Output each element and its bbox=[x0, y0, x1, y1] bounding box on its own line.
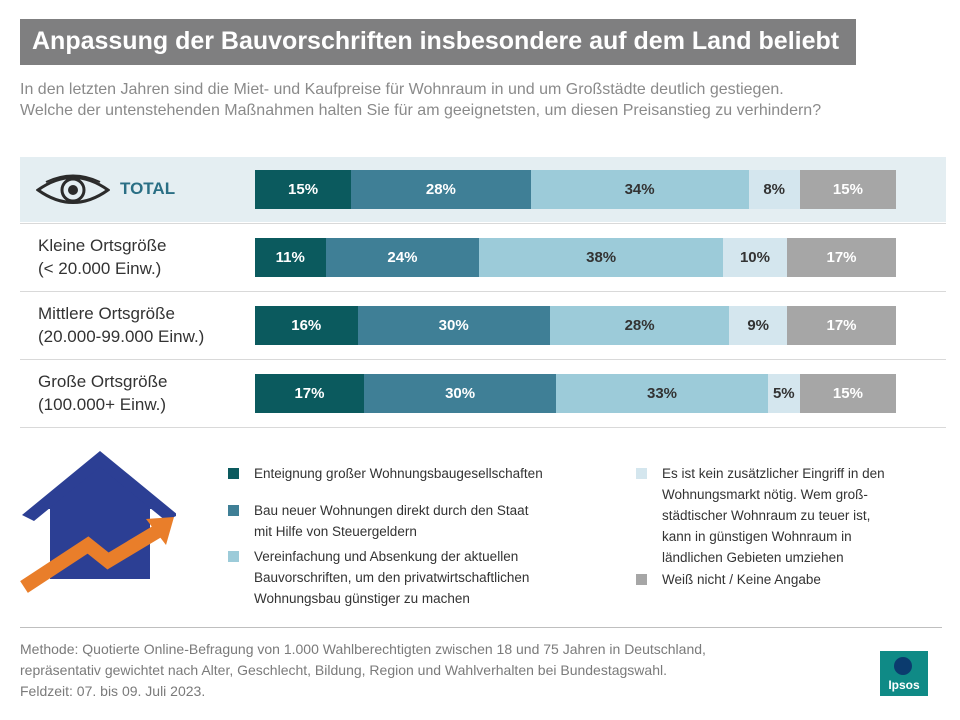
legend-swatch bbox=[636, 574, 647, 585]
legend-label-line: Bau neuer Wohnungen direkt durch den Sta… bbox=[254, 503, 529, 518]
stacked-bar-chart: TOTAL 15% 28% 34% 8% 15% Kleine Ortsgröße (< 20… bbox=[20, 157, 946, 430]
bar-segment: 28% bbox=[549, 306, 730, 345]
bar-segment: 16% bbox=[255, 306, 358, 345]
row-separator bbox=[20, 291, 946, 292]
bar-segment: 15% bbox=[799, 374, 896, 413]
bar-segment: 11% bbox=[255, 238, 326, 277]
bar-segment: 30% bbox=[363, 374, 557, 413]
bar-segment: 15% bbox=[255, 170, 352, 209]
legend-label-line: Wohnungsmarkt nötig. Wem groß- bbox=[662, 487, 868, 502]
bar-segment: 17% bbox=[255, 374, 364, 413]
legend-label: Bau neuer Wohnungen direkt durch den Sta… bbox=[254, 500, 528, 542]
legend-label-line: Es ist kein zusätzlicher Eingriff in den bbox=[662, 466, 885, 481]
row-separator bbox=[20, 223, 946, 224]
ipsos-logo-text: Ipsos bbox=[888, 678, 920, 692]
category-label-line: Große Ortsgröße bbox=[38, 372, 168, 391]
legend-label: Vereinfachung und Absenkung der aktuelle… bbox=[254, 546, 529, 609]
category-label-line: (< 20.000 Einw.) bbox=[38, 259, 162, 278]
bar-segment: 8% bbox=[748, 170, 800, 209]
bar-segment: 30% bbox=[357, 306, 550, 345]
legend-swatch bbox=[228, 505, 239, 516]
bar-segment: 33% bbox=[556, 374, 768, 413]
category-label: Große Ortsgröße (100.000+ Einw.) bbox=[38, 370, 167, 416]
legend-label: Weiß nicht / Keine Angabe bbox=[662, 569, 821, 590]
category-label-line: Kleine Ortsgröße bbox=[38, 236, 167, 255]
eye-icon bbox=[36, 174, 110, 204]
legend: Enteignung großer Wohnungsbaugesellschaf… bbox=[0, 445, 960, 625]
legend-label: Enteignung großer Wohnungsbaugesellschaf… bbox=[254, 463, 543, 484]
bar-segment: 24% bbox=[325, 238, 480, 277]
category-label: Kleine Ortsgröße (< 20.000 Einw.) bbox=[38, 234, 167, 280]
legend-label-line: Wohnungsbau günstiger zu machen bbox=[254, 591, 470, 606]
legend-label: Es ist kein zusätzlicher Eingriff in den… bbox=[662, 463, 885, 568]
category-label-total: TOTAL bbox=[120, 179, 176, 198]
bar-segment: 5% bbox=[767, 374, 800, 413]
method-line-2: repräsentativ gewichtet nach Alter, Gesc… bbox=[20, 662, 667, 678]
methodology-note: Methode: Quotierte Online-Befragung von … bbox=[20, 639, 870, 702]
legend-label-line: ländlichen Gebieten umziehen bbox=[662, 550, 844, 565]
bar-segment: 38% bbox=[479, 238, 723, 277]
row-separator bbox=[20, 359, 946, 360]
legend-label-line: Bauvorschriften, um den privatwirtschaft… bbox=[254, 570, 530, 585]
ipsos-logo: Ipsos bbox=[880, 651, 928, 696]
question-text: In den letzten Jahren sind die Miet- und… bbox=[20, 79, 920, 121]
question-line-2: Welche der untenstehenden Maßnahmen halt… bbox=[20, 102, 822, 119]
category-label-line: Mittlere Ortsgröße bbox=[38, 304, 175, 323]
bar-segment: 10% bbox=[722, 238, 788, 277]
page-title: Anpassung der Bauvorschriften insbesonde… bbox=[20, 19, 856, 65]
row-separator bbox=[20, 427, 946, 428]
question-line-1: In den letzten Jahren sind die Miet- und… bbox=[20, 81, 784, 98]
legend-label-line: Enteignung großer Wohnungsbaugesellschaf… bbox=[254, 466, 543, 481]
bar-segment: 34% bbox=[530, 170, 749, 209]
category-label-line: (20.000-99.000 Einw.) bbox=[38, 327, 205, 346]
footer-divider bbox=[20, 627, 942, 628]
legend-label-line: kann in günstigen Wohnraum in bbox=[662, 529, 852, 544]
legend-label-line: städtischer Wohnraum zu teuer ist, bbox=[662, 508, 871, 523]
method-line-1: Methode: Quotierte Online-Befragung von … bbox=[20, 641, 706, 657]
bar-segment: 28% bbox=[351, 170, 531, 209]
category-label: Mittlere Ortsgröße (20.000-99.000 Einw.) bbox=[38, 302, 204, 348]
category-label-line: (100.000+ Einw.) bbox=[38, 395, 167, 414]
legend-swatch bbox=[228, 468, 239, 479]
house-arrow-icon bbox=[20, 451, 176, 593]
legend-swatch bbox=[636, 468, 647, 479]
method-line-3: Feldzeit: 07. bis 09. Juli 2023. bbox=[20, 683, 206, 699]
legend-swatch bbox=[228, 551, 239, 562]
bar-segment: 17% bbox=[787, 306, 896, 345]
bar-segment: 17% bbox=[787, 238, 896, 277]
legend-label-line: Vereinfachung und Absenkung der aktuelle… bbox=[254, 549, 519, 564]
bar-segment: 9% bbox=[729, 306, 788, 345]
bar-segment: 15% bbox=[799, 170, 896, 209]
legend-label-line: mit Hilfe von Steuergeldern bbox=[254, 524, 417, 539]
legend-label-line: Weiß nicht / Keine Angabe bbox=[662, 572, 821, 587]
